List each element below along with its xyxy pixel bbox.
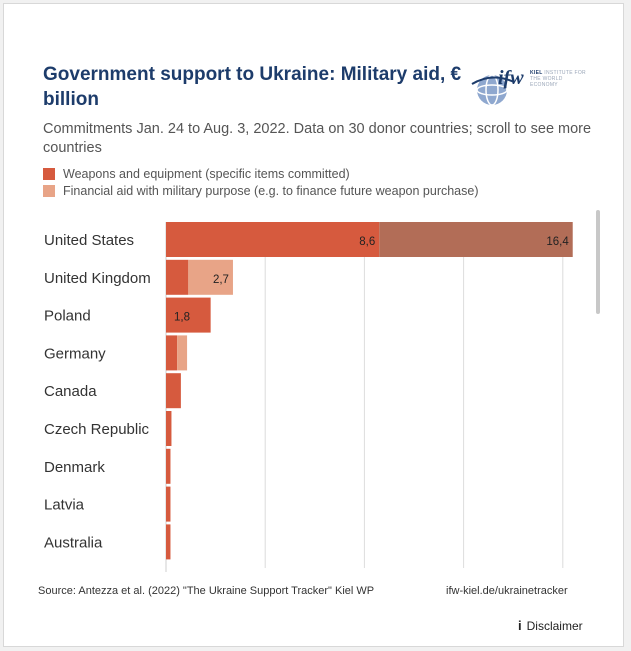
bar-weapons bbox=[166, 259, 189, 295]
legend-label-financial: Financial aid with military purpose (e.g… bbox=[63, 184, 479, 198]
bar-financial bbox=[188, 259, 233, 295]
legend-item-weapons: Weapons and equipment (specific items co… bbox=[43, 166, 350, 182]
legend-swatch-financial bbox=[43, 185, 55, 197]
globe-icon: ifw bbox=[471, 67, 524, 106]
chart-card bbox=[3, 3, 624, 647]
disclaimer-label: Disclaimer bbox=[526, 618, 583, 633]
logo-line-2: THE WORLD ECONOMY bbox=[530, 76, 563, 88]
category-label: Canada bbox=[44, 383, 97, 400]
bar-weapons bbox=[166, 373, 181, 409]
tracker-link[interactable]: ifw-kiel.de/ukrainetracker bbox=[446, 585, 568, 597]
disclaimer-button[interactable]: i Disclaimer bbox=[518, 618, 583, 633]
data-label: 2,7 bbox=[213, 274, 229, 286]
bar-weapons bbox=[166, 297, 211, 333]
category-label: Latvia bbox=[44, 497, 85, 514]
chart-scrollbar[interactable] bbox=[596, 210, 600, 314]
bar-weapons bbox=[166, 524, 171, 560]
legend-label-weapons: Weapons and equipment (specific items co… bbox=[63, 167, 350, 181]
bar-weapons bbox=[166, 448, 171, 484]
data-label: 8,6 bbox=[359, 236, 375, 248]
category-label: Czech Republic bbox=[44, 421, 150, 438]
category-label: United States bbox=[44, 232, 134, 249]
data-label: 16,4 bbox=[546, 236, 569, 248]
category-label: Australia bbox=[44, 534, 103, 551]
bar-weapons bbox=[166, 486, 171, 522]
data-label: 1,8 bbox=[174, 312, 190, 324]
category-label: United Kingdom bbox=[44, 270, 151, 287]
logo-kiel: KIEL bbox=[530, 70, 543, 76]
legend-swatch-weapons bbox=[43, 168, 55, 180]
bar-weapons bbox=[166, 411, 172, 446]
bar-weapons bbox=[166, 222, 380, 257]
logo-line-1: INSTITUTE FOR bbox=[544, 70, 586, 76]
bar-financial bbox=[379, 222, 573, 257]
ifw-logo: ifw KIEL INSTITUTE FOR THE WORLD ECONOMY bbox=[470, 64, 590, 108]
category-label: Poland bbox=[44, 308, 91, 325]
logo-mark: ifw bbox=[498, 67, 524, 89]
source-note: Source: Antezza et al. (2022) "The Ukrai… bbox=[38, 585, 375, 597]
logo-subtext: KIEL INSTITUTE FOR THE WORLD ECONOMY bbox=[530, 70, 590, 88]
chart-title: Government support to Ukraine: Military … bbox=[43, 64, 462, 110]
chart-subtitle: Commitments Jan. 24 to Aug. 3, 2022. Dat… bbox=[43, 121, 592, 156]
bar-weapons bbox=[166, 335, 178, 371]
category-label: Denmark bbox=[44, 459, 105, 476]
bar-financial bbox=[177, 335, 188, 371]
legend-item-financial: Financial aid with military purpose (e.g… bbox=[43, 183, 479, 199]
category-label: Germany bbox=[44, 345, 106, 362]
info-icon: i bbox=[518, 618, 522, 633]
